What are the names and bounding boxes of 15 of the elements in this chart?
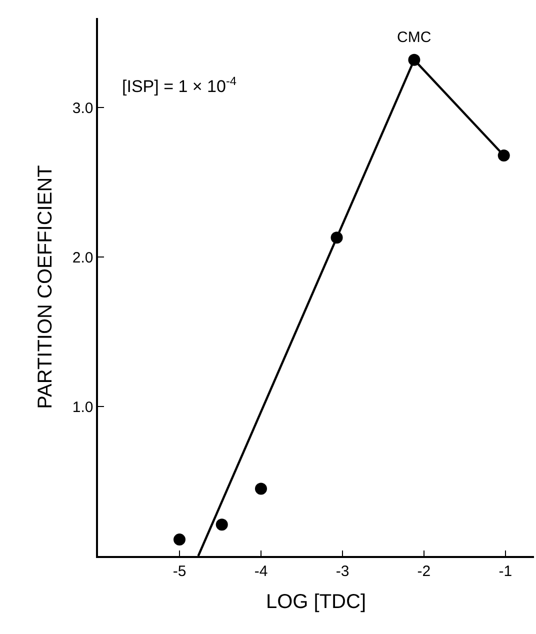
y-tick-label: 2.0 (72, 249, 94, 266)
x-tick-label: -3 (336, 562, 350, 580)
x-tick-label: -4 (254, 562, 268, 580)
point (254, 482, 267, 495)
x-tick-label: -5 (172, 562, 186, 580)
point (216, 518, 228, 531)
x-tick-label: -1 (498, 562, 512, 580)
annotation: [ISP] = 1 × 10$^{-4}$ (122, 74, 237, 96)
x-tick-label: -2 (417, 562, 431, 580)
y-tick-label: 1.0 (72, 398, 94, 416)
point (174, 534, 186, 546)
y-axis-title: PARTITION COEFFICIENT (34, 165, 56, 409)
annotation: CMC (397, 29, 432, 46)
y-tick-label: 3.0 (72, 100, 94, 117)
x-axis-title: LOG [TDC] (266, 590, 366, 613)
